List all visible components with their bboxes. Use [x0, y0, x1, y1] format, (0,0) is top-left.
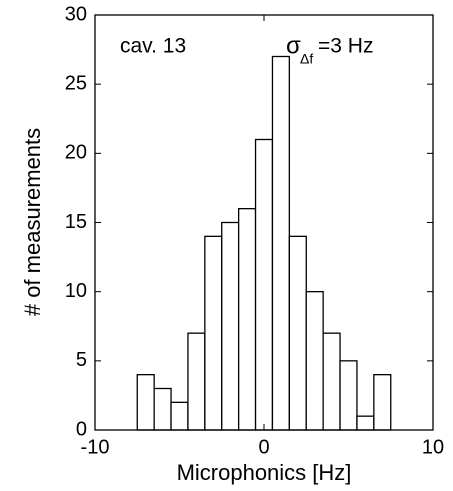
annotation: σ — [286, 32, 301, 59]
bar — [254, 138, 274, 431]
bar — [237, 208, 257, 431]
y-tick-label: 5 — [76, 349, 87, 371]
annotation: =3 Hz — [318, 35, 373, 58]
bar — [136, 374, 155, 431]
bar — [356, 415, 375, 431]
annotation: Δf — [300, 51, 313, 67]
y-tick-label: 15 — [65, 211, 87, 233]
bar — [170, 401, 189, 431]
bar — [373, 374, 392, 431]
bar — [204, 235, 223, 431]
x-axis-label: Microphonics [Hz] — [177, 460, 352, 485]
x-tick-label: 0 — [258, 436, 269, 458]
x-tick-label: 10 — [422, 436, 444, 458]
bar — [187, 332, 206, 431]
y-tick-label: 30 — [65, 3, 87, 25]
y-tick-label: 10 — [65, 280, 87, 302]
bar — [221, 221, 240, 431]
y-tick-label: 25 — [65, 72, 87, 94]
y-axis-label: # of measurements — [20, 128, 45, 316]
bar — [271, 55, 291, 431]
y-tick-label: 20 — [65, 142, 87, 164]
bar — [339, 360, 358, 431]
annotation: cav. 13 — [120, 35, 186, 58]
bar — [322, 332, 341, 431]
bar — [305, 291, 324, 431]
x-tick-label: -10 — [81, 436, 110, 458]
bar — [288, 235, 307, 431]
bar — [153, 387, 172, 431]
y-tick-label: 0 — [76, 418, 87, 440]
